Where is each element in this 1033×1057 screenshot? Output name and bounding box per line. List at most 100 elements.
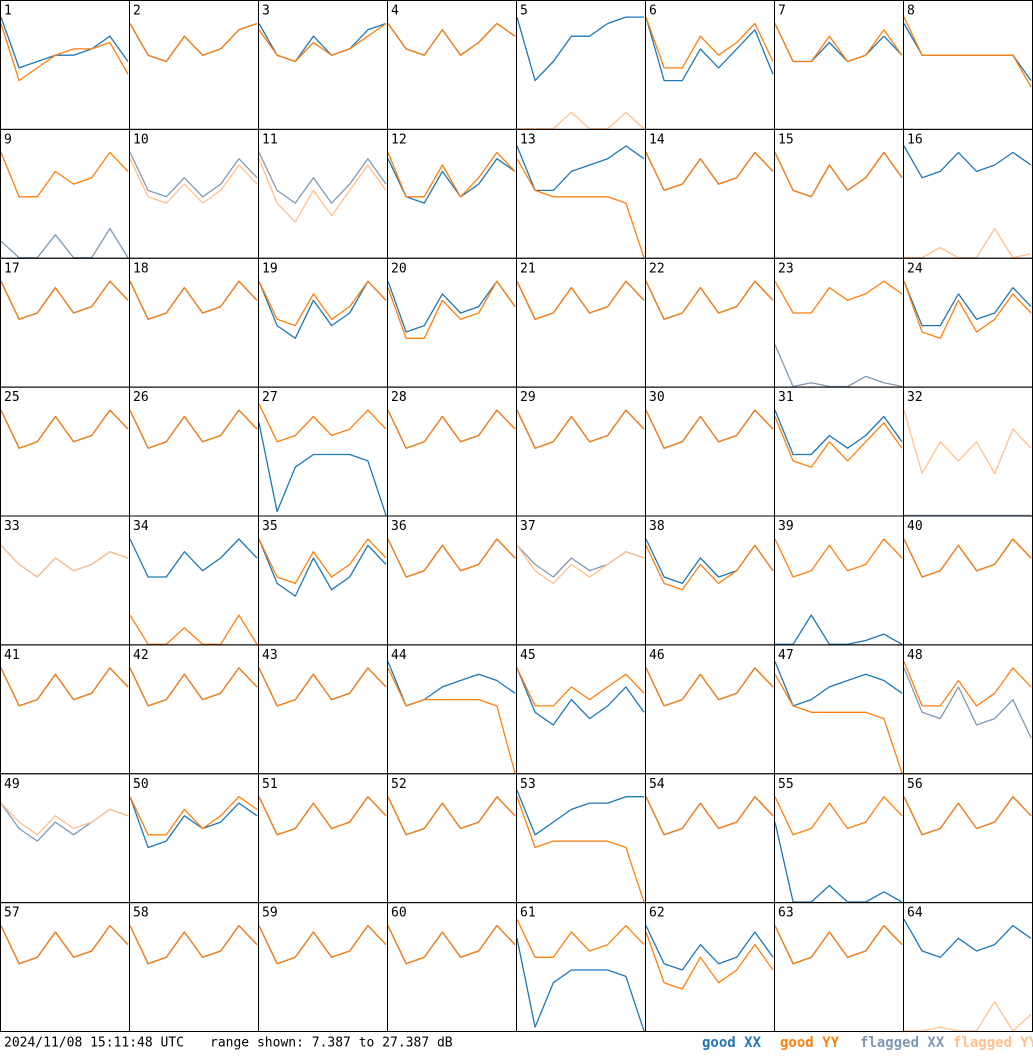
panel-frame — [0, 257, 130, 388]
yy-trace — [387, 924, 516, 965]
yy-trace — [903, 796, 1032, 836]
panel-frame — [645, 386, 775, 517]
xx-trace — [129, 796, 258, 849]
yy-trace — [774, 280, 903, 314]
panel-label: 6 — [649, 4, 657, 19]
yy-trace — [129, 614, 258, 645]
yy-trace — [129, 796, 258, 836]
panel-label: 24 — [907, 261, 923, 276]
panel-label: 11 — [262, 132, 278, 147]
panel-frame — [774, 257, 904, 388]
yy-trace — [0, 667, 129, 707]
yy-trace — [258, 538, 387, 585]
xx-trace — [0, 227, 129, 259]
panel-label: 61 — [520, 906, 536, 921]
panel-label: 31 — [778, 390, 794, 405]
yy-trace — [129, 409, 258, 449]
panel-label: 49 — [4, 777, 20, 792]
panel-label: 37 — [520, 519, 536, 534]
panel-label: 28 — [391, 390, 407, 405]
panel-frame — [774, 773, 904, 904]
panel-label: 14 — [649, 132, 665, 147]
panel-label: 40 — [907, 519, 923, 534]
panel-label: 1 — [4, 4, 12, 19]
xx-trace — [516, 667, 645, 726]
panel-frame — [645, 902, 775, 1032]
panel-frame — [387, 257, 517, 388]
range-text: range shown: 7.387 to 27.387 dB — [210, 1036, 453, 1051]
yy-trace — [258, 158, 387, 223]
panel-label: 13 — [520, 132, 536, 147]
xx-trace — [774, 409, 903, 456]
panel-label: 55 — [778, 777, 794, 792]
yy-trace — [258, 924, 387, 965]
panel-label: 32 — [907, 390, 923, 405]
panel-frame — [258, 386, 388, 517]
yy-trace — [645, 151, 774, 192]
panel-label: 2 — [133, 4, 141, 19]
yy-trace — [387, 409, 516, 449]
panel-frame — [258, 902, 388, 1032]
panel-frame — [129, 257, 259, 388]
yy-trace — [645, 796, 774, 836]
xx-trace — [775, 614, 903, 645]
panel-frame — [774, 128, 904, 259]
panel-frame — [774, 515, 904, 646]
panel-frame — [0, 386, 130, 517]
xx-trace — [516, 938, 645, 1032]
panel-frame — [387, 902, 517, 1032]
xx-trace — [903, 667, 1032, 738]
yy-trace — [129, 924, 258, 965]
xx-trace — [258, 422, 387, 516]
xx-trace — [516, 16, 644, 82]
yy-trace — [387, 796, 516, 836]
legend-entry: good XX — [702, 1035, 762, 1051]
yy-trace — [0, 544, 129, 578]
yy-trace — [258, 280, 387, 327]
yy-trace — [387, 151, 516, 198]
yy-trace — [645, 409, 774, 449]
panel-label: 38 — [649, 519, 665, 534]
yy-trace — [0, 802, 129, 836]
panel-frame — [258, 257, 388, 388]
panel-frame — [129, 386, 259, 517]
yy-trace — [258, 667, 387, 707]
xx-trace — [129, 538, 258, 578]
panel-frame — [903, 128, 1033, 259]
yy-trace — [903, 280, 1032, 339]
panel-frame — [0, 773, 130, 904]
xx-trace — [903, 23, 1032, 81]
panel-label: 5 — [520, 4, 528, 19]
panel-label: 19 — [262, 261, 278, 276]
panel-label: 21 — [520, 261, 536, 276]
yy-trace — [387, 280, 516, 339]
yy-trace — [387, 22, 516, 56]
panel-label: 46 — [649, 648, 665, 663]
panel-frame — [0, 0, 130, 130]
panel-frame — [387, 515, 517, 646]
panel-frame — [645, 128, 775, 259]
yy-trace — [774, 538, 903, 578]
panel-label: 53 — [520, 777, 536, 792]
panel-label: 42 — [133, 648, 149, 663]
panel-frame — [645, 0, 775, 130]
timestamp: 2024/11/08 15:11:48 UTC — [4, 1036, 184, 1051]
panel-label: 45 — [520, 648, 536, 663]
yy-trace — [645, 280, 774, 320]
yy-trace — [129, 667, 258, 707]
yy-trace — [258, 796, 387, 836]
panel-frame — [903, 902, 1033, 1032]
xx-trace — [0, 16, 129, 69]
panel-frame — [258, 0, 388, 130]
panel-label: 60 — [391, 906, 407, 921]
yy-trace — [903, 661, 1032, 707]
panel-label: 12 — [391, 132, 407, 147]
panel-frame — [129, 0, 259, 130]
legend-entry: flagged XX — [860, 1035, 945, 1051]
yy-trace — [645, 667, 774, 707]
yy-trace — [904, 227, 1032, 259]
panel-frame — [129, 773, 259, 904]
panel-label: 15 — [778, 132, 794, 147]
panel-label: 27 — [262, 390, 278, 405]
